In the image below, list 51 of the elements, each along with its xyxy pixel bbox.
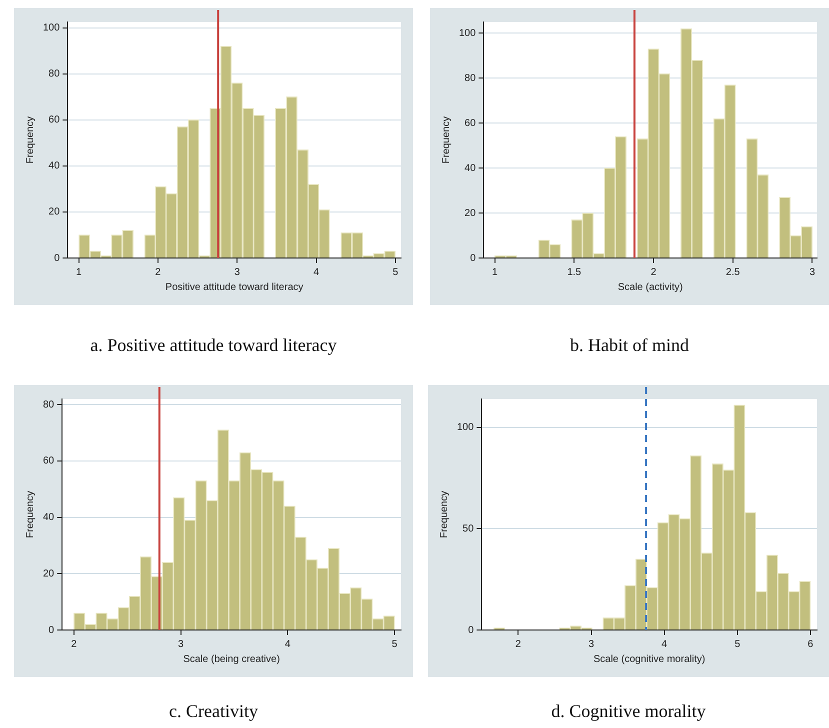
y-tick-label: 60 bbox=[48, 114, 60, 126]
x-tick-label: 4 bbox=[662, 638, 668, 650]
y-tick-label: 50 bbox=[462, 523, 474, 534]
x-tick-label: 3 bbox=[234, 266, 240, 278]
y-tick-label: 40 bbox=[464, 162, 476, 174]
x-tick-label: 2 bbox=[155, 266, 162, 278]
x-tick-label: 3 bbox=[588, 638, 594, 650]
x-tick-label: 1 bbox=[492, 266, 498, 278]
y-tick-label: 20 bbox=[43, 568, 55, 580]
x-axis-title: Scale (being creative) bbox=[183, 654, 280, 665]
x-axis-title: Scale (activity) bbox=[618, 282, 683, 293]
y-tick-label: 20 bbox=[464, 208, 476, 219]
x-tick-label: 5 bbox=[392, 266, 399, 278]
y-axis-title: Frequency bbox=[438, 490, 450, 538]
y-axis-title: Frequency bbox=[24, 116, 36, 164]
x-tick-label: 5 bbox=[392, 638, 398, 650]
x-tick-label: 2 bbox=[515, 638, 522, 650]
x-tick-label: 1 bbox=[76, 266, 82, 278]
x-tick-label: 3 bbox=[178, 638, 184, 650]
x-axis-title: Scale (cognitive morality) bbox=[593, 654, 706, 665]
y-tick-label: 20 bbox=[48, 206, 60, 218]
y-tick-label: 60 bbox=[464, 118, 476, 129]
y-tick-label: 100 bbox=[42, 22, 60, 34]
y-tick-label: 0 bbox=[54, 252, 60, 264]
y-tick-label: 100 bbox=[458, 28, 476, 39]
y-tick-label: 0 bbox=[468, 624, 474, 636]
x-tick-label: 6 bbox=[808, 638, 814, 650]
text: d. Cognitive morality bbox=[550, 701, 707, 721]
y-tick-label: 80 bbox=[43, 399, 55, 410]
x-tick-label: 2 bbox=[650, 266, 657, 278]
y-tick-label: 0 bbox=[470, 252, 476, 264]
y-tick-label: 80 bbox=[464, 72, 476, 84]
x-tick-label: 4 bbox=[314, 266, 320, 278]
y-tick-label: 40 bbox=[43, 512, 55, 524]
y-tick-label: 0 bbox=[48, 624, 55, 636]
x-axis-title: Positive attitude toward literacy bbox=[165, 282, 304, 293]
x-tick-label: 2.5 bbox=[726, 266, 740, 278]
x-tick-label: 4 bbox=[284, 638, 291, 650]
text: b. Habit of mind bbox=[569, 335, 690, 355]
y-tick-label: 100 bbox=[456, 422, 474, 434]
y-tick-label: 80 bbox=[48, 68, 60, 80]
x-tick-label: 2 bbox=[71, 638, 78, 650]
y-axis-title: Frequency bbox=[440, 116, 452, 164]
y-axis-title: Frequency bbox=[24, 490, 36, 538]
y-tick-label: 60 bbox=[43, 456, 55, 467]
text: c. Creativity bbox=[168, 701, 259, 721]
text: a. Positive attitude toward literacy bbox=[89, 335, 338, 355]
x-tick-label: 5 bbox=[734, 638, 741, 650]
y-tick-label: 40 bbox=[48, 160, 60, 172]
x-tick-label: 3 bbox=[809, 266, 816, 278]
x-tick-label: 1.5 bbox=[567, 266, 582, 278]
